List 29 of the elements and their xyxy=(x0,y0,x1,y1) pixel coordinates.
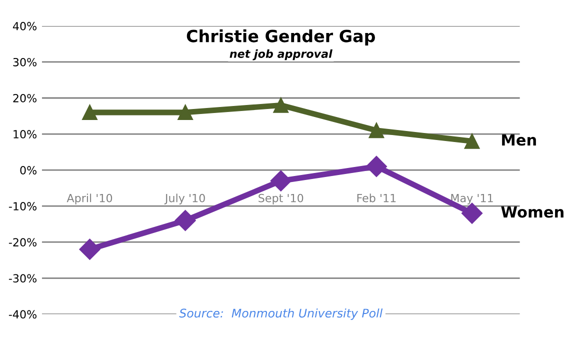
x-tick-label: July '10 xyxy=(164,194,205,204)
x-tick-label: May '11 xyxy=(451,194,493,204)
point xyxy=(462,202,483,224)
y-tick-label: -40% xyxy=(8,310,36,319)
point xyxy=(366,156,387,177)
point xyxy=(79,238,100,260)
series-label: Women xyxy=(501,206,564,218)
series-label: Men xyxy=(502,134,536,146)
y-tick-label: -30% xyxy=(8,274,36,283)
chart-title: Christie Gender Gap xyxy=(186,29,375,46)
point xyxy=(273,98,289,113)
point xyxy=(174,210,196,232)
y-tick-label: 10% xyxy=(14,130,36,138)
point xyxy=(368,122,384,138)
y-tick-label: 20% xyxy=(13,94,36,102)
x-tick-label: Sept '10 xyxy=(258,194,304,204)
point xyxy=(464,134,480,149)
x-tick-label: April '10 xyxy=(66,194,112,204)
y-tick-label: 40% xyxy=(12,22,36,30)
point xyxy=(82,104,98,120)
point xyxy=(178,104,193,120)
text: net job approval xyxy=(230,49,332,60)
y-tick-label: -10% xyxy=(8,202,36,210)
x-tick-label: Feb '11 xyxy=(357,194,396,202)
point xyxy=(270,170,292,192)
y-tick-label: -20% xyxy=(8,238,36,246)
y-tick-label: 30% xyxy=(13,58,36,66)
y-tick-label: 0% xyxy=(20,166,36,174)
annotation: Source: Monmouth University Poll xyxy=(179,308,383,320)
